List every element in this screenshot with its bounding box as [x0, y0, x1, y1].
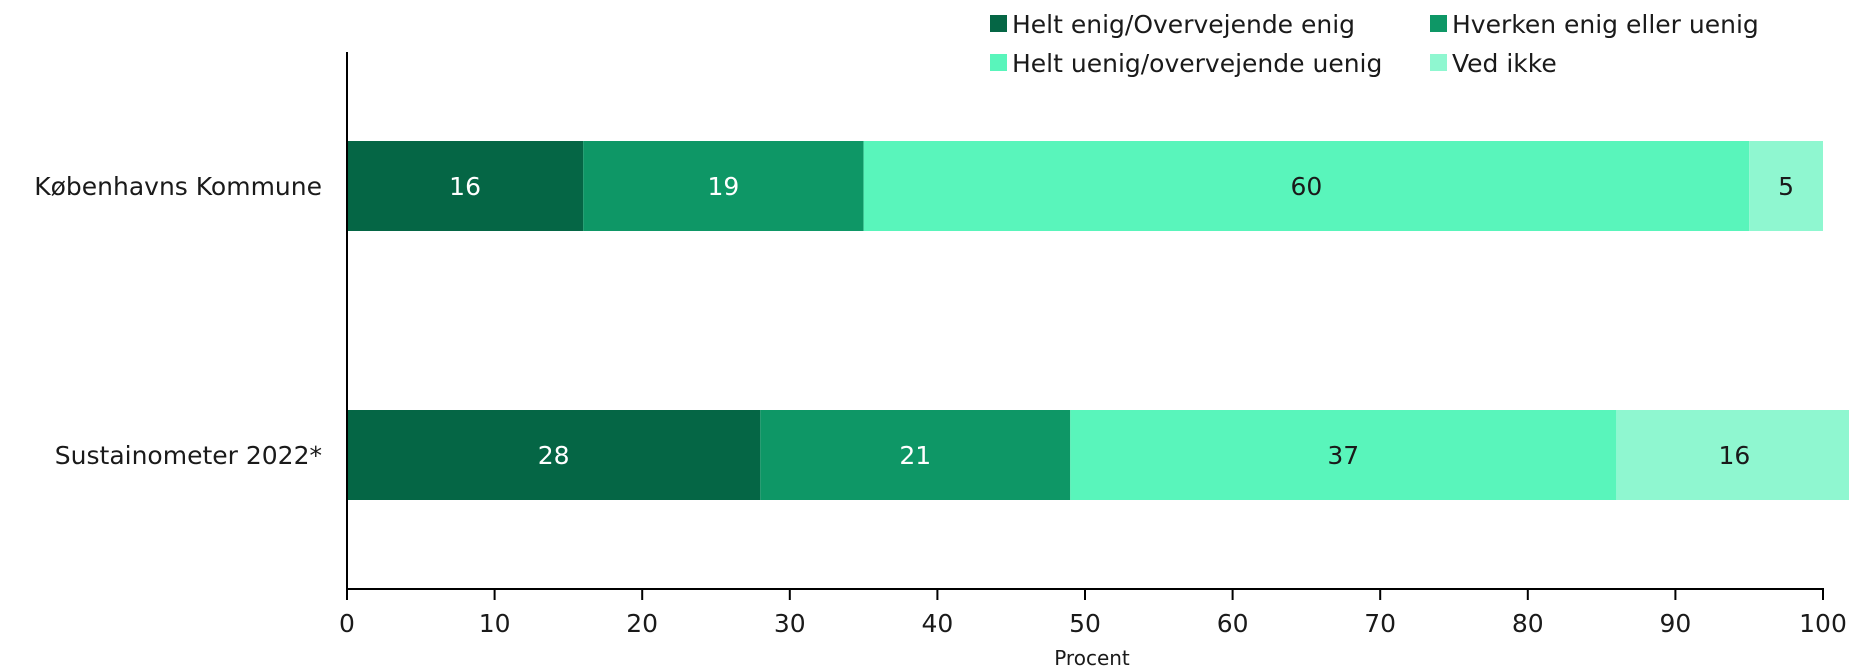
bar-value-label: 5 — [1778, 172, 1794, 201]
x-tick-label: 100 — [1799, 609, 1847, 638]
bar-segment-hverken-enig-eller-uenig-2 — [760, 410, 1071, 500]
bar-value-label: 21 — [899, 441, 931, 470]
bar-value-label: 16 — [1719, 441, 1751, 470]
legend-swatch-helt-enig-overvejende-enig — [990, 15, 1007, 32]
category-label: Sustainometer 2022* — [55, 441, 322, 470]
bars: 16 19 60 5 28 21 37 16 — [347, 141, 1849, 500]
legend-label-helt-enig-overvejende-enig: Helt enig/Overvejende enig — [1012, 10, 1355, 39]
bar-segment-ved-ikke-2 — [1616, 410, 1849, 500]
bar-segment-helt-enig-overvejende-enig-1 — [347, 141, 584, 231]
x-tick-label: 60 — [1217, 609, 1249, 638]
x-tick-label: 30 — [774, 609, 806, 638]
x-axis-title: Procent — [1054, 646, 1130, 667]
x-tick-label: 10 — [479, 609, 511, 638]
bar-value-label: 28 — [538, 441, 570, 470]
bar-segment-ved-ikke-1 — [1749, 141, 1823, 231]
x-ticks: 0 10 20 30 40 50 60 70 80 90 100 — [339, 589, 1847, 638]
bar-segment-helt-uenig-overvejende-uenig-1 — [863, 141, 1750, 231]
x-tick-label: 70 — [1364, 609, 1396, 638]
x-tick-label: 80 — [1512, 609, 1544, 638]
bar-value-label: 19 — [707, 172, 739, 201]
x-tick-label: 20 — [626, 609, 658, 638]
category-labels: Københavns Kommune Sustainometer 2022* — [34, 172, 322, 470]
axes — [346, 52, 1824, 590]
legend-swatch-hverken-enig-eller-uenig — [1430, 15, 1447, 32]
category-label: Københavns Kommune — [34, 172, 322, 201]
bar-segment-helt-enig-overvejende-enig-2 — [347, 410, 761, 500]
legend: Helt enig/Overvejende enig Hverken enig e… — [990, 10, 1759, 78]
bar-segment-hverken-enig-eller-uenig-1 — [583, 141, 864, 231]
legend-label-helt-uenig-overvejende-uenig: Helt uenig/overvejende uenig — [1012, 49, 1382, 78]
legend-swatch-helt-uenig-overvejende-uenig — [990, 54, 1007, 71]
x-tick-label: 0 — [339, 609, 355, 638]
legend-label-ved-ikke: Ved ikke — [1452, 49, 1557, 78]
bar-value-label: 37 — [1327, 441, 1359, 470]
bar-value-label: 16 — [449, 172, 481, 201]
x-tick-label: 40 — [921, 609, 953, 638]
legend-label-hverken-enig-eller-uenig: Hverken enig eller uenig — [1452, 10, 1759, 39]
legend-swatch-ved-ikke — [1430, 54, 1447, 71]
x-tick-label: 50 — [1069, 609, 1101, 638]
x-tick-label: 90 — [1659, 609, 1691, 638]
bar-segment-helt-uenig-overvejende-uenig-2 — [1070, 410, 1617, 500]
bar-value-label: 60 — [1290, 172, 1322, 201]
